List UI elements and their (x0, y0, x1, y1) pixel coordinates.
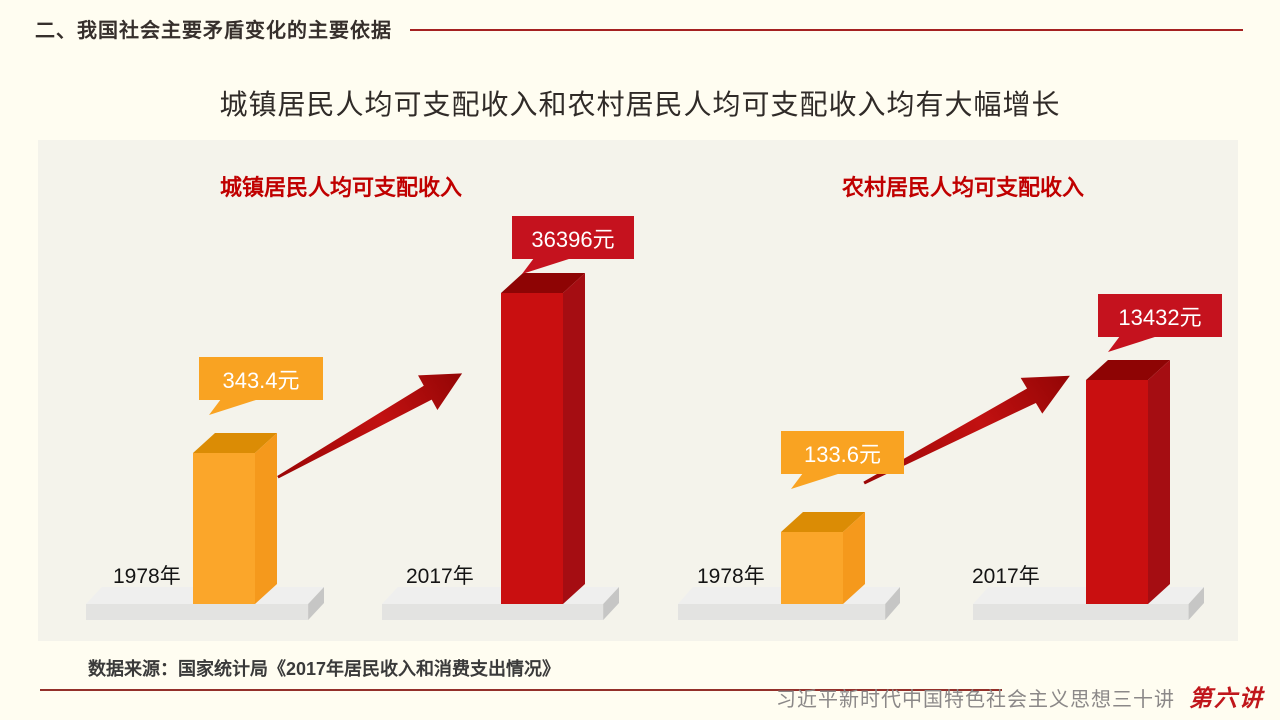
rural-1978-value: 133.6元 (803, 441, 882, 467)
urban-2017-value-callout: 36396元 (512, 216, 634, 274)
header-rule (410, 29, 1243, 31)
rural-category-2017: 2017年 (972, 565, 1040, 588)
rural-category-1978: 1978年 (697, 565, 765, 588)
urban-chart-title: 城镇居民人均可支配收入 (219, 175, 462, 200)
rural-1978-value-callout: 133.6元 (781, 431, 904, 489)
urban-1978-value-callout: 343.4元 (199, 357, 323, 415)
footer-series-title: 习近平新时代中国特色社会主义思想三十讲 (776, 689, 1175, 711)
callout-tail-icon (791, 473, 841, 489)
footer-rule (40, 689, 1002, 691)
rural-2017-value: 13432元 (1118, 304, 1202, 330)
page-title: 城镇居民人均可支配收入和农村居民人均可支配收入均有大幅增长 (219, 89, 1061, 120)
section-heading: 二、我国社会主要矛盾变化的主要依据 (35, 20, 392, 42)
rural-growth-arrow-icon (863, 375, 1070, 485)
rural-2017-value-callout: 13432元 (1098, 294, 1222, 352)
bar-rural-1978 (781, 512, 865, 604)
bar-urban-2017 (501, 273, 585, 604)
bar-rural-2017 (1086, 360, 1170, 604)
urban-2017-value: 36396元 (531, 226, 615, 252)
lecture-number-badge: 第六讲 (1189, 685, 1264, 712)
urban-growth-arrow-icon (277, 373, 463, 479)
urban-category-1978: 1978年 (113, 565, 181, 588)
bar-urban-1978 (193, 433, 277, 604)
callout-tail-icon (209, 399, 259, 415)
rural-chart-title: 农村居民人均可支配收入 (841, 175, 1084, 200)
urban-1978-value: 343.4元 (222, 367, 300, 393)
callout-tail-icon (522, 258, 572, 274)
footer: 习近平新时代中国特色社会主义思想三十讲 第六讲 (776, 679, 1264, 713)
source-note: 数据来源：国家统计局《2017年居民收入和消费支出情况》 (88, 659, 561, 679)
urban-category-2017: 2017年 (406, 565, 474, 588)
callout-tail-icon (1108, 336, 1158, 352)
